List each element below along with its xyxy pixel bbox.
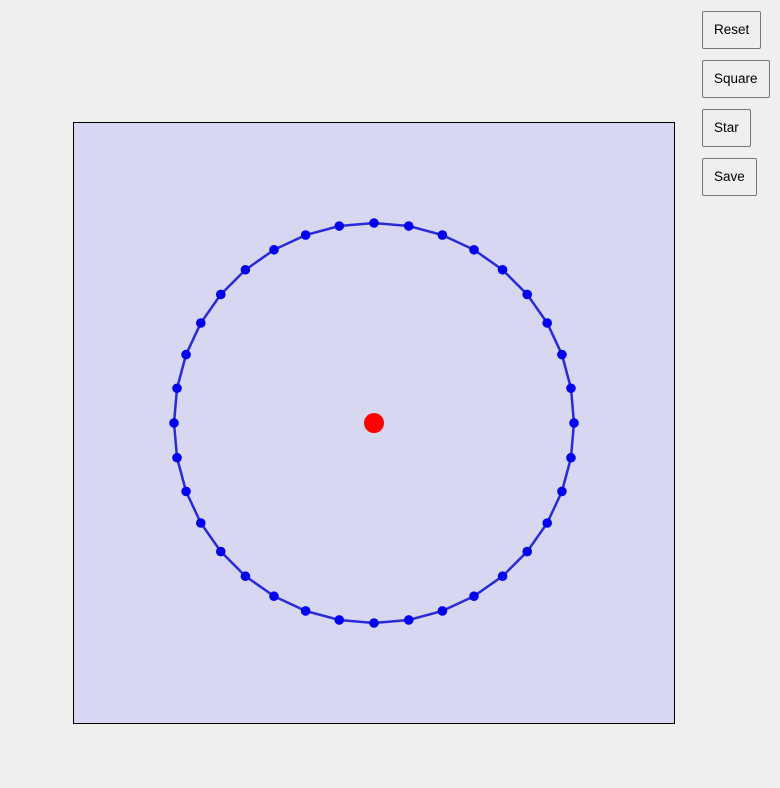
control-point[interactable] [557,486,567,497]
control-point[interactable] [522,289,533,300]
control-point[interactable] [569,418,579,428]
control-point[interactable] [437,606,448,616]
control-point[interactable] [542,518,553,528]
square-button[interactable]: Square [702,60,770,98]
control-point[interactable] [240,571,251,582]
control-point[interactable] [215,289,226,300]
control-point[interactable] [566,383,576,394]
control-point[interactable] [497,264,508,275]
control-point[interactable] [334,221,345,231]
drawing-canvas[interactable] [73,122,675,724]
control-point[interactable] [369,218,379,228]
control-points [169,218,579,628]
center-point[interactable] [364,413,384,433]
reset-button[interactable]: Reset [702,11,762,49]
control-point[interactable] [269,591,279,602]
control-point[interactable] [172,383,182,394]
control-point[interactable] [403,221,414,231]
control-point[interactable] [369,618,379,628]
control-point[interactable] [195,318,206,328]
shape-svg[interactable] [74,123,674,723]
star-button[interactable]: Star [702,109,751,147]
control-point[interactable] [172,452,182,463]
control-point[interactable] [566,452,576,463]
control-point[interactable] [469,244,479,255]
control-point[interactable] [300,606,311,616]
control-point[interactable] [181,349,191,360]
control-point[interactable] [269,244,279,255]
control-point[interactable] [469,591,479,602]
control-point[interactable] [437,230,448,240]
control-point[interactable] [522,546,533,557]
save-button[interactable]: Save [702,158,757,196]
control-point[interactable] [497,571,508,582]
control-point[interactable] [542,318,553,328]
control-point[interactable] [334,615,345,625]
control-point[interactable] [300,230,311,240]
control-point[interactable] [403,615,414,625]
control-point[interactable] [181,486,191,497]
control-point[interactable] [169,418,179,428]
control-point[interactable] [215,546,226,557]
control-point[interactable] [240,264,251,275]
control-point[interactable] [195,518,206,528]
control-point[interactable] [557,349,567,360]
